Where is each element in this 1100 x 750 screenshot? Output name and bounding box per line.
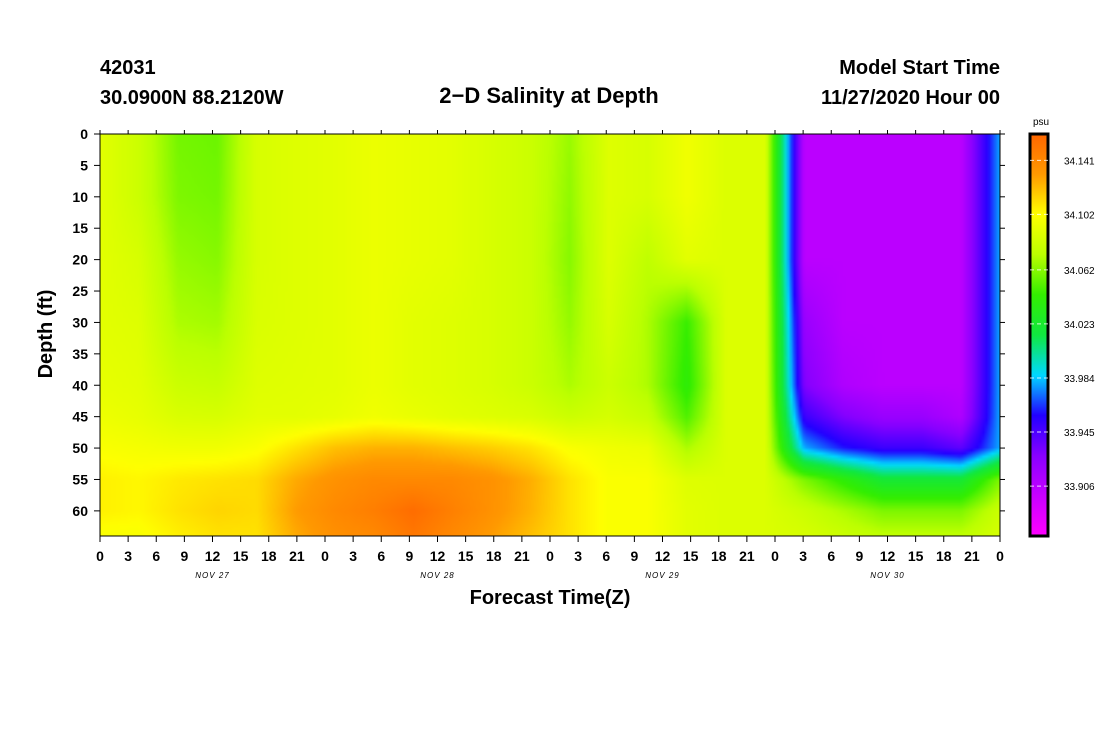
- x-tick-label: 18: [261, 548, 277, 564]
- x-tick-label: 15: [233, 548, 249, 564]
- colorbar-tick-label: 33.945: [1064, 428, 1095, 439]
- x-tick-label: 9: [630, 548, 638, 564]
- x-tick-label: 6: [377, 548, 385, 564]
- x-tick-label: 3: [124, 548, 132, 564]
- x-tick-label: 18: [486, 548, 502, 564]
- x-tick-label: 15: [908, 548, 924, 564]
- x-axis-day-labels: NOV 27 NOV 28 NOV 29 NOV 30: [195, 571, 904, 580]
- y-tick-label: 50: [72, 440, 88, 456]
- y-tick-label: 0: [80, 126, 88, 142]
- x-tick-label: 9: [405, 548, 413, 564]
- model-start-label: Model Start Time: [839, 57, 1000, 79]
- x-day-label: NOV 29: [645, 571, 679, 580]
- x-tick-label: 18: [711, 548, 727, 564]
- colorbar-unit: psu: [1033, 117, 1049, 128]
- x-day-label: NOV 27: [195, 571, 229, 580]
- y-tick-label: 45: [72, 409, 88, 425]
- x-tick-label: 15: [458, 548, 474, 564]
- x-tick-label: 21: [964, 548, 980, 564]
- x-tick-label: 3: [799, 548, 807, 564]
- x-tick-label: 21: [739, 548, 755, 564]
- y-tick-label: 5: [80, 157, 88, 173]
- x-tick-label: 0: [96, 548, 104, 564]
- x-tick-label: 6: [152, 548, 160, 564]
- x-tick-label: 6: [602, 548, 610, 564]
- x-tick-label: 12: [655, 548, 671, 564]
- x-axis-ticks: 0 3 6 9 12 15 18 21 0 3 6 9 12 15 18 21 0 3 6 9 12 15 18 21 0 3 6 9…: [96, 130, 1004, 564]
- y-axis-ticks: 0 5 10 15 20 25 30 35 40 45 50 55 60: [72, 126, 1005, 519]
- x-axis-title: Forecast Time(Z): [470, 587, 631, 609]
- y-axis-title: Depth (ft): [35, 290, 57, 379]
- y-tick-label: 60: [72, 503, 88, 519]
- x-tick-label: 0: [546, 548, 554, 564]
- x-tick-label: 0: [996, 548, 1004, 564]
- colorbar-tick-label: 33.984: [1064, 374, 1095, 385]
- x-tick-label: 3: [574, 548, 582, 564]
- y-tick-label: 15: [72, 220, 88, 236]
- plot-title: 2−D Salinity at Depth: [439, 83, 659, 108]
- x-day-label: NOV 30: [870, 571, 904, 580]
- x-tick-label: 18: [936, 548, 952, 564]
- x-tick-label: 0: [321, 548, 329, 564]
- x-tick-label: 21: [514, 548, 530, 564]
- station-id: 42031: [100, 57, 156, 79]
- colorbar-tick-label: 34.141: [1064, 156, 1095, 167]
- x-tick-label: 15: [683, 548, 699, 564]
- colorbar: [1028, 132, 1050, 538]
- colorbar-ticks: 34.141 34.102 34.062 34.023 33.984 33.945 33.9…: [1030, 156, 1095, 493]
- x-tick-label: 21: [289, 548, 305, 564]
- colorbar-tick-label: 33.906: [1064, 482, 1095, 493]
- y-tick-label: 30: [72, 314, 88, 330]
- x-day-label: NOV 28: [420, 571, 454, 580]
- x-tick-label: 0: [771, 548, 779, 564]
- y-tick-label: 20: [72, 252, 88, 268]
- x-tick-label: 9: [180, 548, 188, 564]
- colorbar-tick-label: 34.023: [1064, 320, 1095, 331]
- y-tick-label: 40: [72, 377, 88, 393]
- colorbar-tick-label: 34.102: [1064, 210, 1095, 221]
- x-tick-label: 12: [430, 548, 446, 564]
- y-tick-label: 35: [72, 346, 88, 362]
- x-tick-label: 6: [827, 548, 835, 564]
- x-tick-label: 12: [880, 548, 896, 564]
- x-tick-label: 3: [349, 548, 357, 564]
- x-tick-label: 9: [855, 548, 863, 564]
- x-tick-label: 12: [205, 548, 221, 564]
- station-location: 30.0900N 88.2120W: [100, 87, 284, 109]
- colorbar-tick-label: 34.062: [1064, 266, 1095, 277]
- model-start-value: 11/27/2020 Hour 00: [820, 87, 1000, 109]
- salinity-heatmap: [100, 134, 1000, 536]
- y-tick-label: 55: [72, 471, 88, 487]
- y-tick-label: 10: [72, 189, 88, 205]
- y-tick-label: 25: [72, 283, 88, 299]
